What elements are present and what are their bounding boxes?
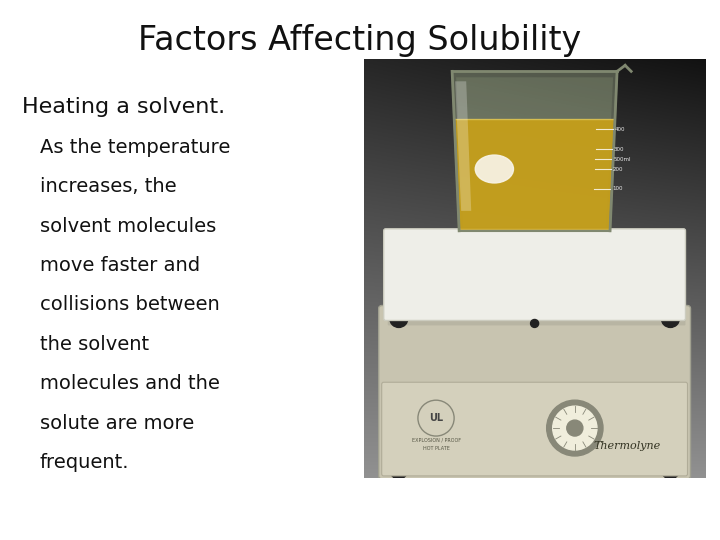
- Circle shape: [662, 461, 680, 479]
- Circle shape: [390, 309, 408, 327]
- Circle shape: [553, 406, 597, 450]
- Text: 100: 100: [612, 186, 622, 192]
- Text: EXPLOSION / PROOF: EXPLOSION / PROOF: [412, 437, 461, 443]
- Circle shape: [390, 461, 408, 479]
- Text: Factors Affecting Solubility: Factors Affecting Solubility: [138, 24, 582, 57]
- Text: molecules and the: molecules and the: [40, 374, 220, 393]
- FancyBboxPatch shape: [379, 306, 690, 479]
- Text: Heating a solvent.: Heating a solvent.: [22, 97, 225, 117]
- Polygon shape: [455, 82, 471, 211]
- Circle shape: [567, 420, 583, 436]
- FancyBboxPatch shape: [384, 229, 685, 320]
- Circle shape: [662, 309, 680, 327]
- FancyBboxPatch shape: [388, 309, 685, 326]
- Text: 300: 300: [613, 146, 624, 152]
- Text: As the temperature: As the temperature: [40, 138, 230, 157]
- Circle shape: [531, 320, 539, 327]
- Circle shape: [546, 400, 603, 456]
- Text: collisions between: collisions between: [40, 295, 220, 314]
- Text: increases, the: increases, the: [40, 177, 176, 196]
- Text: Thermolyne: Thermolyne: [593, 441, 661, 451]
- Text: HOT PLATE: HOT PLATE: [423, 446, 449, 450]
- Text: the solvent: the solvent: [40, 335, 149, 354]
- Polygon shape: [455, 119, 614, 230]
- Text: solute are more: solute are more: [40, 414, 194, 433]
- Text: 400: 400: [615, 127, 625, 132]
- Ellipse shape: [475, 155, 513, 183]
- Polygon shape: [452, 71, 617, 231]
- Text: 200: 200: [613, 166, 624, 172]
- Text: 500ml: 500ml: [613, 157, 631, 161]
- Text: move faster and: move faster and: [40, 256, 199, 275]
- Circle shape: [418, 400, 454, 436]
- Text: frequent.: frequent.: [40, 453, 129, 472]
- Text: UL: UL: [429, 413, 443, 423]
- Polygon shape: [456, 77, 613, 227]
- FancyBboxPatch shape: [382, 382, 688, 476]
- Text: solvent molecules: solvent molecules: [40, 217, 216, 235]
